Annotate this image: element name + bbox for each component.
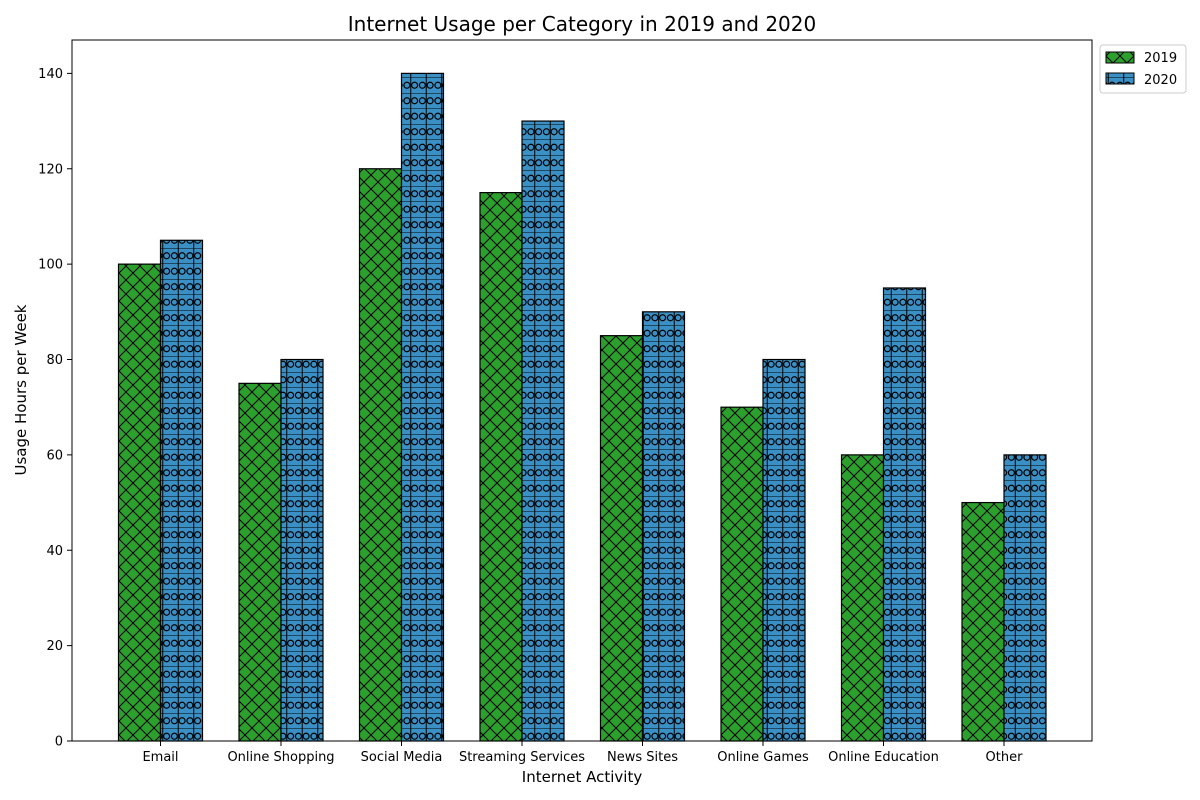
bar-2020-streaming-services — [521, 120, 565, 742]
bar-2020-social-media — [400, 72, 445, 742]
y-tick-label: 80 — [46, 353, 63, 368]
bar-2020-other — [1003, 454, 1047, 742]
x-tick-label: Streaming Services — [459, 750, 585, 765]
bar-2019-other — [961, 501, 1005, 742]
bar-2019-online-games — [720, 406, 764, 742]
x-tick-label: Other — [986, 750, 1024, 765]
y-tick-label: 60 — [46, 448, 63, 463]
legend-swatch-2019 — [1105, 51, 1135, 64]
y-tick-label: 100 — [38, 258, 63, 273]
x-tick-label: Online Shopping — [227, 750, 334, 765]
legend-label-2019: 2019 — [1144, 51, 1177, 66]
x-tick-label: Email — [142, 750, 178, 765]
x-axis: Email Online Shopping Social Media Streamin… — [142, 741, 1023, 765]
x-tick-label: Social Media — [361, 750, 443, 765]
bar-2019-online-education — [840, 454, 885, 742]
legend: 2019 2020 — [1099, 44, 1187, 94]
x-tick-label: News Sites — [607, 750, 678, 765]
y-tick-label: 40 — [46, 544, 63, 559]
y-axis: 0 20 40 60 80 100 120 140 — [38, 67, 72, 750]
bars-group — [117, 72, 1047, 742]
y-tick-label: 120 — [38, 162, 63, 177]
plot-frame — [71, 39, 1093, 742]
legend-swatch-2020 — [1105, 72, 1135, 85]
bar-2020-online-games — [762, 358, 806, 742]
y-tick-label: 0 — [55, 735, 63, 750]
bar-2019-social-media — [358, 168, 403, 742]
x-tick-label: Online Games — [717, 750, 809, 765]
x-tick-label: Online Education — [828, 750, 939, 765]
bar-2020-online-shopping — [280, 358, 324, 742]
bar-2020-email — [159, 239, 204, 742]
x-axis-label: Internet Activity — [522, 768, 643, 786]
bar-2019-news-sites — [599, 335, 644, 742]
bar-2019-streaming-services — [479, 191, 523, 742]
bar-2019-online-shopping — [238, 382, 282, 742]
bar-2019-email — [117, 263, 162, 742]
y-tick-label: 140 — [38, 67, 63, 82]
bar-2020-news-sites — [641, 311, 686, 742]
chart-title: Internet Usage per Category in 2019 and … — [348, 12, 816, 36]
bar-2020-online-education — [882, 287, 927, 742]
y-axis-label: Usage Hours per Week — [12, 304, 30, 475]
y-tick-label: 20 — [46, 639, 63, 654]
legend-label-2020: 2020 — [1144, 73, 1177, 88]
